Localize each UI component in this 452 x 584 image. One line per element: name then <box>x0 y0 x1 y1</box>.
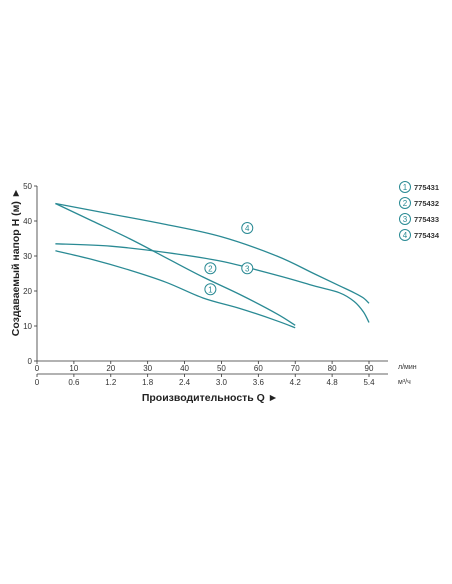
x-tick-label: 70 <box>291 364 300 373</box>
series-marker-4: 4 <box>241 222 254 234</box>
marker-circle <box>204 283 217 296</box>
legend: 1 775431 2 775432 3 775433 4 775434 <box>399 181 440 241</box>
x2-tick-label: 0 <box>35 378 40 387</box>
legend-number: 1 <box>403 183 408 192</box>
series-line-775432 <box>55 202 296 326</box>
legend-circle <box>399 181 411 193</box>
marker-number: 2 <box>208 264 213 273</box>
x2-tick-label: 0.6 <box>68 378 80 387</box>
x-tick-label: 90 <box>365 364 374 373</box>
legend-number: 2 <box>403 199 408 208</box>
legend-label: 775432 <box>414 199 439 208</box>
legend-item-775431: 1 775431 <box>399 181 439 193</box>
x2-tick-label: 1.8 <box>142 378 154 387</box>
series-line-775434 <box>55 202 370 304</box>
axes <box>36 186 388 375</box>
x-tick-label: 40 <box>180 364 189 373</box>
marker-number: 3 <box>245 264 250 273</box>
legend-item-775432: 2 775432 <box>399 197 439 209</box>
series-marker-3: 3 <box>241 262 254 275</box>
x-ticks: 0 10 20 30 40 50 60 70 80 90 <box>35 361 374 373</box>
x2-tick-label: 3.6 <box>253 378 265 387</box>
marker-circle <box>241 222 254 234</box>
legend-circle <box>399 229 411 241</box>
marker-number: 4 <box>245 224 250 233</box>
legend-circle <box>399 213 411 225</box>
y-axis-title: Создаваемый напор H (м) ► <box>10 188 22 336</box>
y-ticks: 0 10 20 30 40 50 <box>23 182 37 366</box>
x2-tick-label: 5.4 <box>363 378 375 387</box>
y-tick-label: 0 <box>28 357 33 366</box>
legend-label: 775433 <box>414 215 439 224</box>
marker-circle <box>204 262 217 275</box>
y-tick-label: 30 <box>23 252 32 261</box>
legend-number: 4 <box>403 231 408 240</box>
x2-tick-label: 2.4 <box>179 378 191 387</box>
y-tick-label: 20 <box>23 287 32 296</box>
x-tick-label: 0 <box>35 364 40 373</box>
legend-number: 3 <box>403 215 408 224</box>
y-tick-label: 50 <box>23 182 32 191</box>
x-unit-secondary: м³/ч <box>398 379 411 386</box>
x-tick-label: 10 <box>69 364 78 373</box>
legend-item-775434: 4 775434 <box>399 229 440 241</box>
legend-circle <box>399 197 411 209</box>
x-tick-label: 60 <box>254 364 263 373</box>
series-line-775431 <box>55 250 296 329</box>
series-lines <box>55 202 370 329</box>
marker-number: 1 <box>208 285 213 294</box>
legend-item-775433: 3 775433 <box>399 213 439 225</box>
x-tick-label: 20 <box>106 364 115 373</box>
x-tick-label: 30 <box>143 364 152 373</box>
marker-circle <box>241 262 254 275</box>
y-tick-label: 40 <box>23 217 32 226</box>
x2-tick-label: 4.8 <box>327 378 339 387</box>
series-marker-2: 2 <box>204 262 217 275</box>
y-tick-label: 10 <box>23 322 32 331</box>
x2-tick-label: 3.0 <box>216 378 228 387</box>
series-marker-1: 1 <box>204 283 217 296</box>
x-tick-label: 50 <box>217 364 226 373</box>
series-markers: 1 2 3 4 <box>204 222 254 296</box>
legend-label: 775431 <box>414 183 439 192</box>
series-line-775433 <box>55 243 370 323</box>
x2-ticks: 0 0.6 1.2 1.8 2.4 3.0 3.6 4.2 4.8 5.4 <box>35 374 375 387</box>
x2-tick-label: 4.2 <box>290 378 302 387</box>
x-unit-primary: л/мин <box>398 364 417 371</box>
x-tick-label: 80 <box>328 364 337 373</box>
legend-label: 775434 <box>414 231 440 240</box>
x2-tick-label: 1.2 <box>105 378 117 387</box>
x-axis-title: Производительность Q ► <box>142 392 278 404</box>
